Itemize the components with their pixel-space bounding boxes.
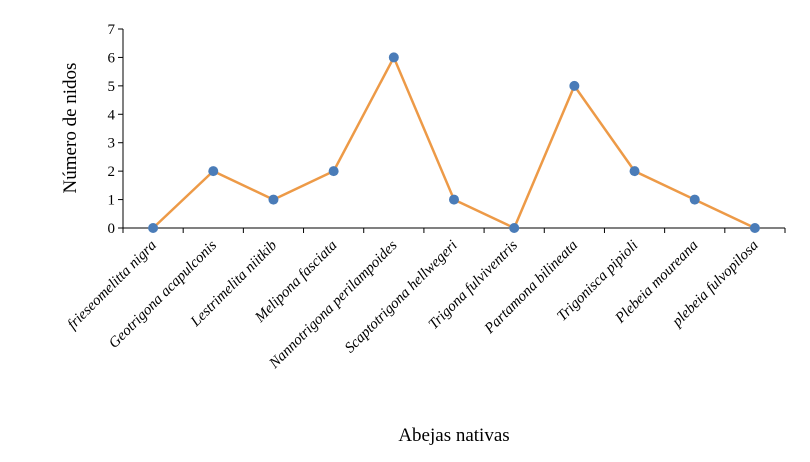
x-tick-label: Geotrigona acapulconis: [106, 237, 220, 351]
data-point: [148, 223, 159, 233]
y-axis-title: Número de nidos: [60, 63, 81, 194]
data-point: [749, 223, 760, 233]
data-point: [449, 194, 459, 205]
data-point: [689, 194, 700, 205]
data-point: [208, 166, 219, 177]
data-point: [268, 194, 279, 205]
y-tick-label: 0: [108, 221, 116, 237]
data-point: [328, 166, 339, 177]
x-tick-label: Scaptotrigona hellwegeri: [342, 238, 461, 357]
y-tick-label: 3: [108, 136, 116, 152]
y-tick-label: 2: [108, 164, 116, 180]
series: [148, 52, 760, 233]
data-point: [569, 80, 580, 91]
data-point: [509, 223, 520, 233]
y-tick-label: 6: [108, 50, 116, 66]
data-point: [629, 166, 640, 177]
y-tick-label: 5: [108, 79, 116, 95]
x-tick-label: Nannotrigona perilampoides: [266, 237, 401, 372]
data-point: [388, 52, 399, 63]
y-tick-label: 1: [108, 193, 116, 209]
y-tick-label: 7: [108, 22, 116, 38]
y-ticks: 0 1 2 3 4 5 6 7: [108, 22, 123, 237]
y-tick-label: 4: [108, 107, 116, 123]
x-axis-title: Abejas nativas: [398, 425, 509, 446]
axes: [122, 29, 785, 229]
